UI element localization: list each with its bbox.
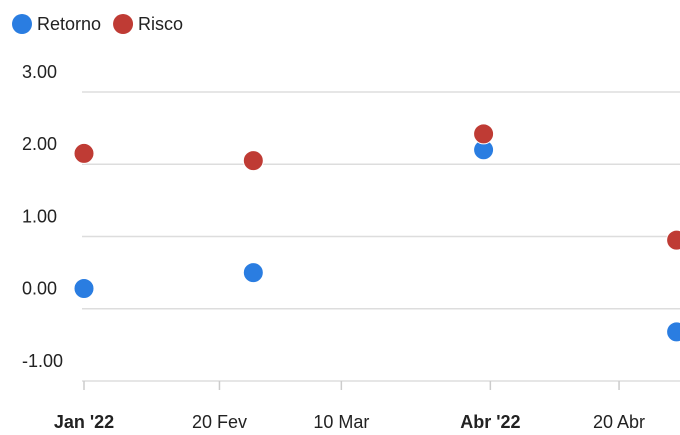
legend-label: Risco xyxy=(138,14,183,34)
legend-item: Risco xyxy=(113,14,183,34)
point xyxy=(73,142,95,164)
point xyxy=(242,150,264,172)
y-tick-label: 0.00 xyxy=(22,279,57,299)
y-tick-label: 3.00 xyxy=(22,62,57,82)
point xyxy=(666,229,680,251)
x-tick-label: 20 Fev xyxy=(192,412,247,432)
x-tick-label: 20 Abr xyxy=(593,412,645,432)
legend-label: Retorno xyxy=(37,14,101,34)
legend-item: Retorno xyxy=(12,14,101,34)
x-tick-label: 10 Mar xyxy=(313,412,369,432)
point xyxy=(242,262,264,284)
legend-swatch xyxy=(113,14,134,34)
x-tick-label: Jan '22 xyxy=(54,412,114,432)
legend-swatch xyxy=(12,14,32,34)
y-tick-label: 2.00 xyxy=(22,134,57,154)
x-tick-label: Abr '22 xyxy=(460,412,520,432)
point xyxy=(473,123,495,145)
y-tick-label: -1.00 xyxy=(22,351,63,371)
y-tick-label: 1.00 xyxy=(22,206,57,226)
point xyxy=(73,278,95,300)
point xyxy=(666,321,680,343)
